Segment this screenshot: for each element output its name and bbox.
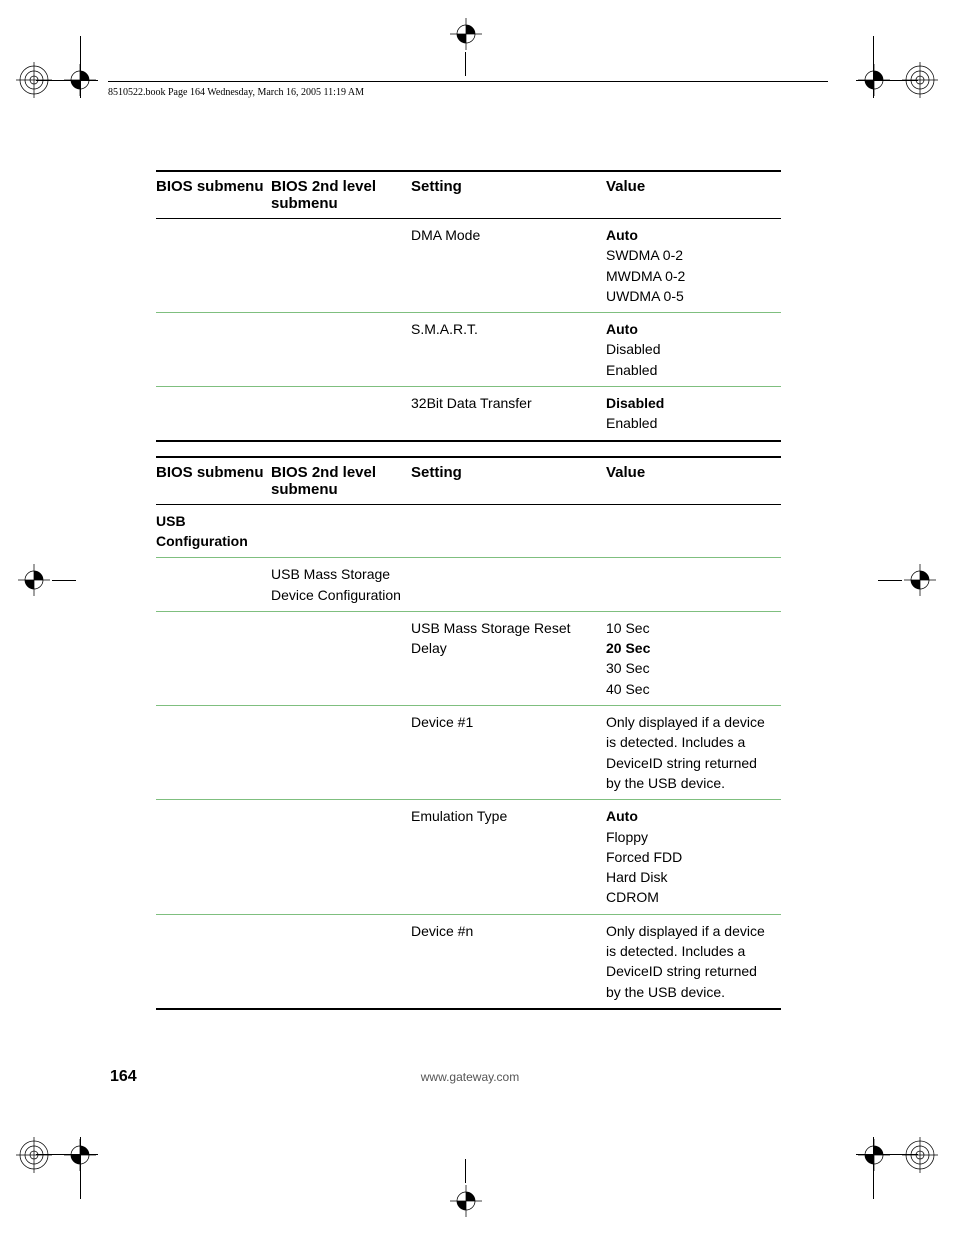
setting-cell: Device #n <box>411 914 606 1009</box>
crop-line <box>36 1154 98 1155</box>
value: Only displayed if a device is detected. … <box>606 714 765 791</box>
table-row: DMA Mode Auto SWDMA 0-2 MWDMA 0-2 UWDMA … <box>156 219 781 313</box>
table-row: Device #1 Only displayed if a device is … <box>156 706 781 800</box>
crop-line <box>873 1137 874 1199</box>
table-row: Device #n Only displayed if a device is … <box>156 914 781 1009</box>
running-head: 8510522.book Page 164 Wednesday, March 1… <box>108 81 828 98</box>
crop-tick <box>465 52 466 76</box>
value: MWDMA 0-2 <box>606 268 685 284</box>
crop-tick <box>465 1159 466 1183</box>
bios-table-1: BIOS submenu BIOS 2nd level submenu Sett… <box>156 170 781 442</box>
value: 10 Sec <box>606 620 650 636</box>
col-header: Setting <box>411 171 606 219</box>
table-row: USB Mass Storage Reset Delay 10 Sec 20 S… <box>156 611 781 705</box>
value-cell: Auto SWDMA 0-2 MWDMA 0-2 UWDMA 0-5 <box>606 219 781 313</box>
value: Hard Disk <box>606 869 667 885</box>
second-level-cell: USB Mass Storage Device Configuration <box>271 558 411 612</box>
value: Disabled <box>606 395 664 411</box>
value: SWDMA 0-2 <box>606 247 683 263</box>
table-row: USB Mass Storage Device Configuration <box>156 558 781 612</box>
value-cell: Only displayed if a device is detected. … <box>606 706 781 800</box>
value-cell: Only displayed if a device is detected. … <box>606 914 781 1009</box>
table-header-row: BIOS submenu BIOS 2nd level submenu Sett… <box>156 171 781 219</box>
setting-cell: Device #1 <box>411 706 606 800</box>
table-row: Emulation Type Auto Floppy Forced FDD Ha… <box>156 800 781 914</box>
col-header: Setting <box>411 457 606 505</box>
crop-line <box>36 80 98 81</box>
table-row: 32Bit Data Transfer Disabled Enabled <box>156 387 781 441</box>
value-cell: Auto Floppy Forced FDD Hard Disk CDROM <box>606 800 781 914</box>
crosshair-mark-icon <box>16 562 52 598</box>
col-header: Value <box>606 171 781 219</box>
table-row: S.M.A.R.T. Auto Disabled Enabled <box>156 313 781 387</box>
bios-table-2: BIOS submenu BIOS 2nd level submenu Sett… <box>156 456 781 1010</box>
crosshair-mark-icon <box>448 1183 484 1219</box>
page-content: BIOS submenu BIOS 2nd level submenu Sett… <box>156 170 781 1010</box>
registration-mark-icon <box>16 1137 52 1173</box>
crop-line <box>80 36 81 98</box>
value: Auto <box>606 808 638 824</box>
setting-cell: Emulation Type <box>411 800 606 914</box>
setting-cell: USB Mass Storage Reset Delay <box>411 611 606 705</box>
crop-line <box>856 80 918 81</box>
value: Only displayed if a device is detected. … <box>606 923 765 1000</box>
value: Floppy <box>606 829 648 845</box>
value: CDROM <box>606 889 659 905</box>
col-header: BIOS 2nd level submenu <box>271 171 411 219</box>
value: Auto <box>606 321 638 337</box>
value: Forced FDD <box>606 849 682 865</box>
value: Disabled <box>606 341 660 357</box>
col-header: BIOS submenu <box>156 171 271 219</box>
crop-tick <box>52 580 76 581</box>
page-footer: 164 www.gateway.com <box>110 1068 830 1086</box>
value: 30 Sec <box>606 660 650 676</box>
value: 20 Sec <box>606 640 650 656</box>
setting-cell: DMA Mode <box>411 219 606 313</box>
value: Enabled <box>606 415 657 431</box>
col-header: BIOS submenu <box>156 457 271 505</box>
value: Auto <box>606 227 638 243</box>
footer-url: www.gateway.com <box>110 1070 830 1084</box>
col-header: Value <box>606 457 781 505</box>
value-cell: 10 Sec 20 Sec 30 Sec 40 Sec <box>606 611 781 705</box>
value-cell: Disabled Enabled <box>606 387 781 441</box>
registration-mark-icon <box>902 1137 938 1173</box>
table-header-row: BIOS submenu BIOS 2nd level submenu Sett… <box>156 457 781 505</box>
crosshair-mark-icon <box>448 16 484 52</box>
value-cell: Auto Disabled Enabled <box>606 313 781 387</box>
crosshair-mark-icon <box>856 1137 892 1173</box>
value: 40 Sec <box>606 681 650 697</box>
submenu-cell: USB Configuration <box>156 504 271 558</box>
crop-tick <box>878 580 902 581</box>
setting-cell: S.M.A.R.T. <box>411 313 606 387</box>
value: Enabled <box>606 362 657 378</box>
setting-cell: 32Bit Data Transfer <box>411 387 606 441</box>
crop-line <box>80 1137 81 1199</box>
col-header: BIOS 2nd level submenu <box>271 457 411 505</box>
crop-line <box>856 1154 918 1155</box>
value: UWDMA 0-5 <box>606 288 684 304</box>
crop-line <box>873 36 874 98</box>
crosshair-mark-icon <box>902 562 938 598</box>
table-row: USB Configuration <box>156 504 781 558</box>
